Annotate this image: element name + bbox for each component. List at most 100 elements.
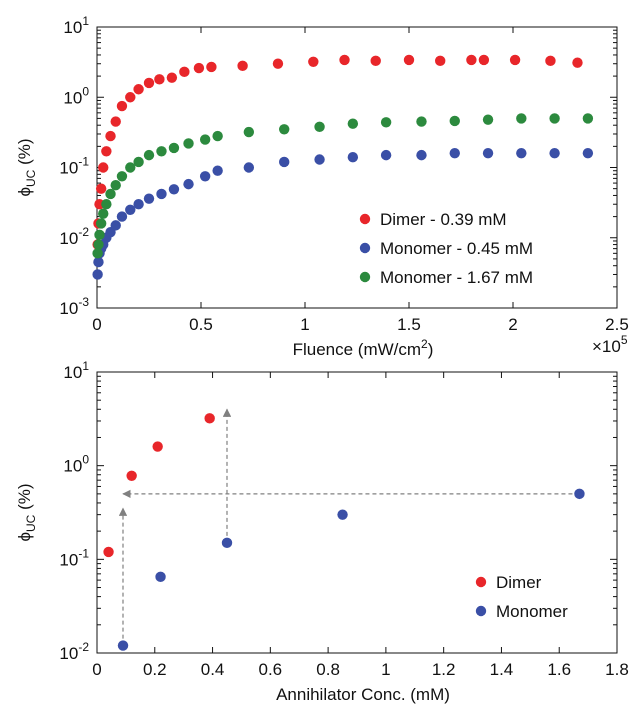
bottom-data-point: [155, 571, 166, 583]
top-data-point: [339, 54, 350, 66]
top-data-point: [478, 54, 490, 66]
top-data-point: [116, 100, 128, 112]
bottom-y-tick-label: 100: [63, 453, 89, 476]
top-legend: Dimer - 0.39 mM Monomer - 0.45 mM Monomer …: [359, 210, 533, 287]
bottom-x-tick-label: 0.6: [259, 660, 283, 679]
top-data-point: [133, 199, 144, 210]
top-data-point: [133, 156, 144, 168]
bottom-legend-label: Monomer: [496, 602, 568, 621]
top-data-point: [516, 147, 527, 159]
top-data-point: [416, 149, 427, 161]
top-x-multiplier: ×105: [592, 333, 628, 356]
top-data-point: [125, 162, 136, 173]
top-data-point: [98, 208, 109, 219]
top-data-point: [416, 116, 427, 127]
top-data-point: [98, 162, 109, 173]
top-data-point: [370, 55, 381, 67]
bottom-data-point: [337, 509, 348, 520]
bottom-x-tick-label: 0.4: [201, 660, 225, 679]
bottom-x-tick-label: 1: [381, 660, 390, 679]
top-data-point: [509, 54, 521, 66]
top-data-point: [168, 142, 180, 154]
top-legend-marker: [359, 242, 371, 254]
top-data-point: [93, 256, 104, 268]
top-data-point: [572, 57, 583, 68]
top-data-point: [549, 147, 560, 159]
top-data-point: [314, 121, 325, 132]
top-data-point: [243, 126, 255, 138]
top-data-point: [116, 211, 128, 222]
top-data-point: [549, 113, 560, 124]
top-data-point: [516, 113, 527, 124]
top-x-tick-label: 2.5: [605, 315, 629, 334]
top-data-point: [206, 61, 217, 73]
top-data-point: [482, 147, 494, 159]
bottom-x-axis-title: Annihilator Conc. (mM): [276, 685, 450, 704]
bottom-data-point: [152, 441, 163, 452]
bottom-data-point: [574, 488, 585, 500]
bottom-data-point: [103, 546, 114, 558]
bottom-legend-label: Dimer: [496, 573, 542, 592]
bottom-data-point: [221, 537, 233, 549]
bottom-legend-marker: [475, 576, 487, 588]
top-data-point: [582, 113, 594, 124]
top-data-point: [199, 171, 211, 182]
top-data-point: [143, 149, 155, 161]
top-data-point: [143, 193, 155, 204]
top-data-point: [308, 56, 319, 67]
top-data-point: [482, 114, 494, 125]
top-data-point: [94, 229, 105, 241]
bottom-legend: Dimer Monomer: [475, 573, 568, 621]
top-data-point: [110, 220, 121, 231]
bottom-y-tick-label: 10-1: [59, 546, 89, 569]
top-x-tick-label: 0.5: [189, 315, 213, 334]
top-data-point: [243, 162, 255, 173]
top-data-point: [154, 74, 165, 85]
bottom-data-point: [204, 413, 215, 424]
top-data-point: [110, 179, 121, 191]
top-data-point: [143, 77, 155, 89]
top-data-point: [166, 72, 178, 83]
top-data-point: [125, 92, 136, 103]
top-legend-label: Monomer - 1.67 mM: [380, 268, 533, 287]
top-data-point: [279, 124, 290, 135]
bottom-data-point: [126, 470, 137, 481]
top-data-point: [199, 134, 211, 145]
top-data-point: [380, 117, 392, 128]
top-data-point: [183, 178, 194, 190]
top-axes-frame: [96, 26, 618, 309]
top-data-point: [95, 183, 107, 194]
top-data-point: [449, 147, 460, 159]
bottom-y-axis-title: ϕUC (%): [15, 483, 38, 541]
top-data-point: [314, 154, 325, 165]
top-x-tick-label: 0: [92, 315, 101, 334]
top-y-tick-label: 101: [63, 14, 89, 37]
bottom-legend-marker: [475, 605, 487, 617]
top-data-point: [212, 165, 223, 176]
top-data-point: [183, 138, 194, 149]
top-y-tick-label: 100: [63, 84, 89, 107]
top-x-tick-label: 1: [300, 315, 309, 334]
top-data-point: [92, 269, 103, 280]
bottom-x-tick-label: 1.6: [547, 660, 571, 679]
bottom-data-point: [117, 640, 129, 651]
top-data-point: [212, 130, 223, 142]
top-data-point: [156, 188, 167, 200]
bottom-x-tick-label: 0.2: [143, 660, 167, 679]
top-data-point: [133, 84, 144, 95]
top-data-point: [168, 184, 180, 195]
top-data-point: [105, 130, 116, 142]
top-data-point: [92, 248, 103, 259]
top-data-point: [101, 146, 112, 157]
top-data-point: [582, 147, 594, 159]
top-legend-label: Dimer - 0.39 mM: [380, 210, 507, 229]
top-data-point: [545, 55, 556, 67]
top-data-point: [466, 54, 477, 66]
bottom-series-1: [117, 488, 585, 651]
top-data-point: [116, 171, 128, 182]
bottom-y-tick-label: 10-2: [59, 640, 89, 663]
top-data-point: [279, 156, 290, 168]
top-x-tick-label: 2: [508, 315, 517, 334]
top-series-2: [92, 113, 594, 259]
